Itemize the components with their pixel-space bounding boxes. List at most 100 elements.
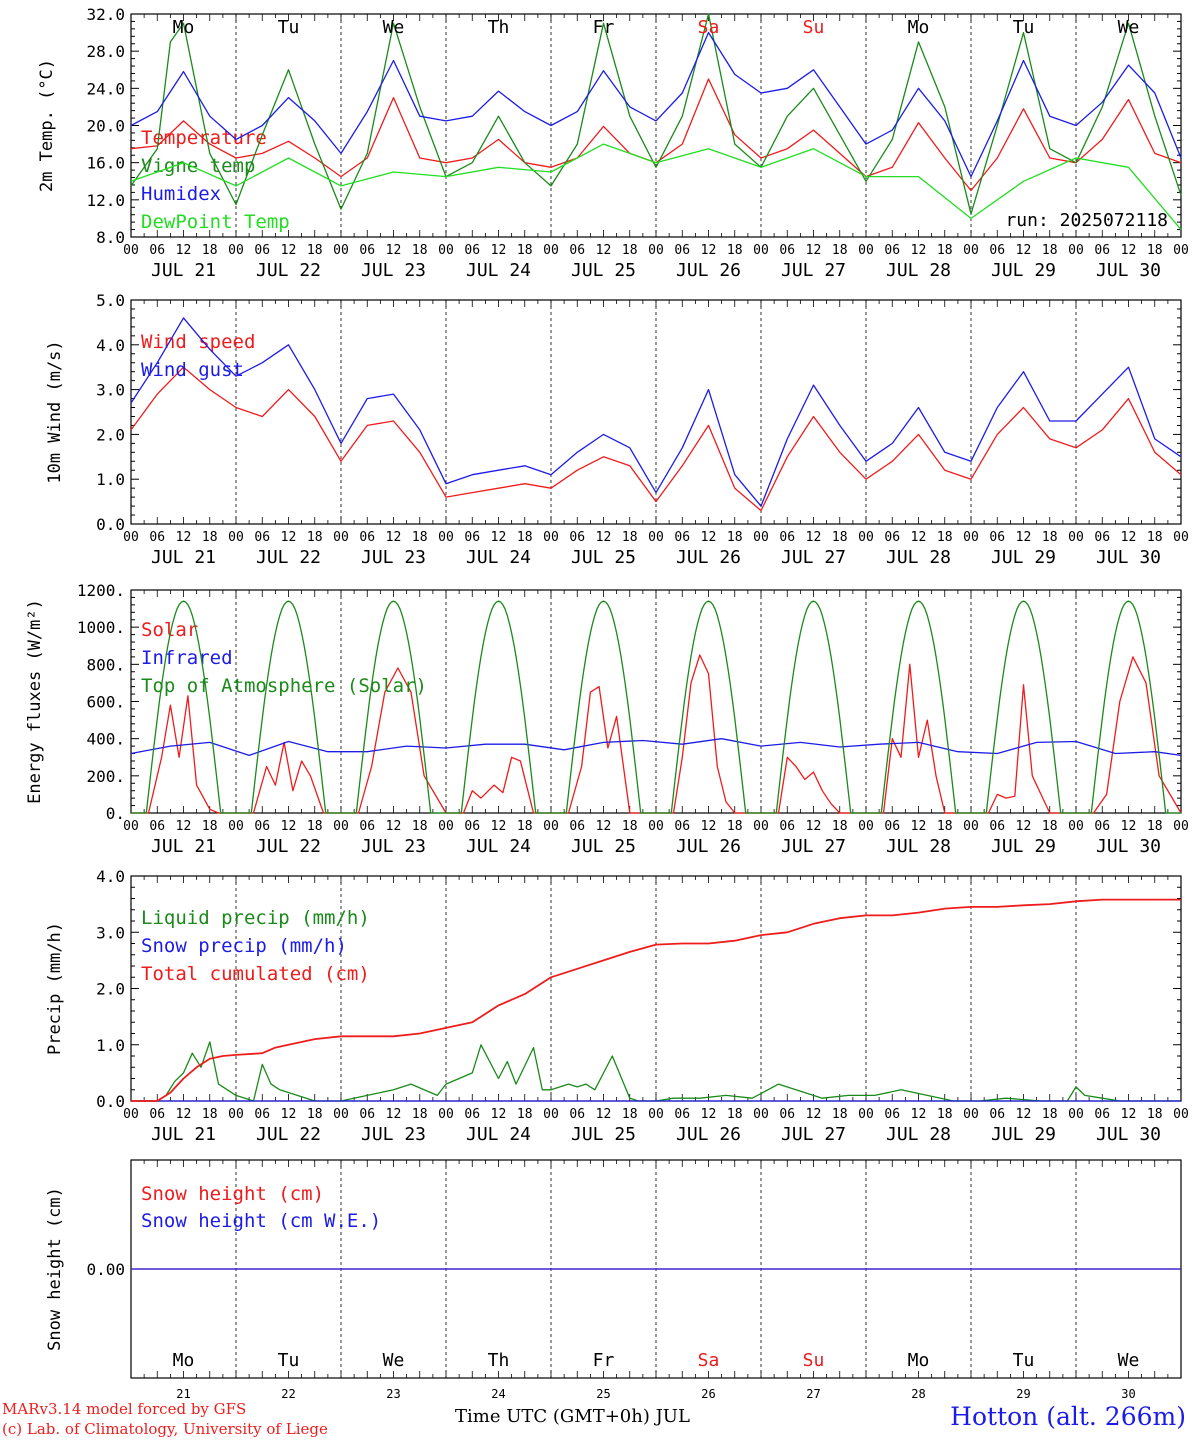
x-hour-label: 18: [517, 530, 533, 545]
x-hour-label: 12: [386, 530, 402, 545]
x-hour-label: 18: [1147, 819, 1163, 834]
legend-entry: Humidex: [141, 183, 221, 205]
day-number-label: 24: [491, 1387, 505, 1401]
y-tick-label: 2.0: [96, 980, 125, 999]
day-number-label: 21: [176, 1387, 190, 1401]
legend-entry: Snow height (cm): [141, 1183, 324, 1205]
x-hour-label: 12: [911, 1107, 927, 1122]
x-day-label: JUL 22: [256, 547, 321, 568]
x-hour-label: 06: [674, 819, 690, 834]
x-day-label: JUL 30: [1096, 260, 1161, 281]
x-hour-label: 12: [1121, 1107, 1137, 1122]
x-hour-label: 12: [281, 1107, 297, 1122]
x-hour-label: 06: [884, 243, 900, 258]
x-hour-label: 18: [622, 1107, 638, 1122]
x-hour-label: 00: [648, 819, 664, 834]
y-tick-label: 0.: [106, 804, 125, 823]
x-day-label: JUL 27: [781, 836, 846, 857]
x-hour-label: 12: [491, 819, 507, 834]
x-hour-label: 12: [806, 243, 822, 258]
panel-frame: [130, 13, 1182, 238]
y-tick-label: 1.0: [96, 1036, 125, 1055]
y-tick-label: 28.0: [86, 42, 125, 61]
x-day-label: JUL 25: [571, 836, 636, 857]
station-label: Hotton (alt. 266m): [950, 1402, 1186, 1431]
x-hour-label: 12: [1016, 1107, 1032, 1122]
series-line: [130, 317, 1182, 507]
weekday-label-top: Su: [803, 17, 825, 38]
x-hour-label: 06: [989, 1107, 1005, 1122]
x-hour-label: 12: [281, 243, 297, 258]
x-hour-label: 18: [1042, 819, 1058, 834]
x-hour-label: 06: [884, 819, 900, 834]
x-day-label: JUL 23: [361, 260, 426, 281]
x-hour-label: 12: [176, 819, 192, 834]
series-line: [131, 600, 1181, 814]
x-hour-label: 18: [202, 1107, 218, 1122]
x-hour-label: 00: [1068, 530, 1084, 545]
y-tick-label: 4.0: [96, 867, 125, 886]
x-hour-label: 00: [543, 819, 559, 834]
x-hour-label: 06: [779, 243, 795, 258]
legend-entry: DewPoint Temp: [141, 211, 290, 233]
x-hour-label: 00: [228, 243, 244, 258]
x-hour-label: 06: [569, 243, 585, 258]
y-tick-label: 4.0: [96, 336, 125, 355]
x-hour-label: 06: [1094, 1107, 1110, 1122]
x-hour-label: 12: [806, 819, 822, 834]
x-hour-label: 00: [438, 1107, 454, 1122]
x-day-label: JUL 24: [466, 547, 531, 568]
x-hour-label: 12: [911, 819, 927, 834]
x-hour-label: 00: [333, 243, 349, 258]
x-hour-label: 12: [176, 1107, 192, 1122]
y-tick-label: 24.0: [86, 79, 125, 98]
x-hour-label: 18: [727, 1107, 743, 1122]
x-hour-label: 06: [149, 1107, 165, 1122]
x-day-label: JUL 22: [256, 836, 321, 857]
x-hour-label: 00: [123, 819, 139, 834]
y-tick-label: 1.0: [96, 470, 125, 489]
y-axis-label: 2m Temp. (°C): [37, 59, 57, 192]
x-hour-label: 18: [727, 819, 743, 834]
x-hour-label: 12: [386, 243, 402, 258]
x-hour-label: 06: [359, 1107, 375, 1122]
x-hour-label: 06: [254, 243, 270, 258]
series-line: [130, 738, 1182, 757]
x-hour-label: 18: [307, 243, 323, 258]
y-tick-label: 8.0: [96, 228, 125, 247]
x-axis-label: Time UTC (GMT+0h) JUL: [455, 1406, 690, 1427]
x-hour-label: 06: [254, 530, 270, 545]
y-tick-label: 20.0: [86, 117, 125, 136]
x-day-label: JUL 28: [886, 1124, 951, 1145]
weekday-label-bottom: Fr: [593, 1350, 615, 1371]
x-hour-label: 12: [806, 530, 822, 545]
legend-entry: Total cumulated (cm): [141, 963, 370, 985]
x-hour-label: 00: [1173, 530, 1189, 545]
x-day-label: JUL 23: [361, 1124, 426, 1145]
weekday-label-bottom: Sa: [698, 1350, 720, 1371]
x-hour-label: 06: [254, 1107, 270, 1122]
x-hour-label: 12: [386, 1107, 402, 1122]
x-hour-label: 12: [1016, 530, 1032, 545]
x-hour-label: 00: [1068, 1107, 1084, 1122]
x-hour-label: 00: [543, 1107, 559, 1122]
weekday-label-bottom: Tu: [278, 1350, 300, 1371]
x-day-label: JUL 24: [466, 1124, 531, 1145]
y-tick-label: 800.: [86, 655, 125, 674]
y-tick-label: 16.0: [86, 154, 125, 173]
x-hour-label: 06: [464, 243, 480, 258]
x-day-label: JUL 26: [676, 1124, 741, 1145]
legend-entry: Snow height (cm W.E.): [141, 1210, 381, 1232]
x-hour-label: 00: [753, 1107, 769, 1122]
x-hour-label: 18: [202, 819, 218, 834]
weekday-label-bottom: We: [1118, 1350, 1140, 1371]
x-day-label: JUL 26: [676, 836, 741, 857]
weekday-label-top: Sa: [698, 17, 720, 38]
weekday-label-bottom: We: [383, 1350, 405, 1371]
day-number-label: 23: [386, 1387, 400, 1401]
x-hour-label: 12: [701, 819, 717, 834]
y-tick-label: 600.: [86, 693, 125, 712]
x-hour-label: 18: [412, 243, 428, 258]
weekday-label-top: Fr: [593, 17, 615, 38]
x-hour-label: 00: [438, 819, 454, 834]
